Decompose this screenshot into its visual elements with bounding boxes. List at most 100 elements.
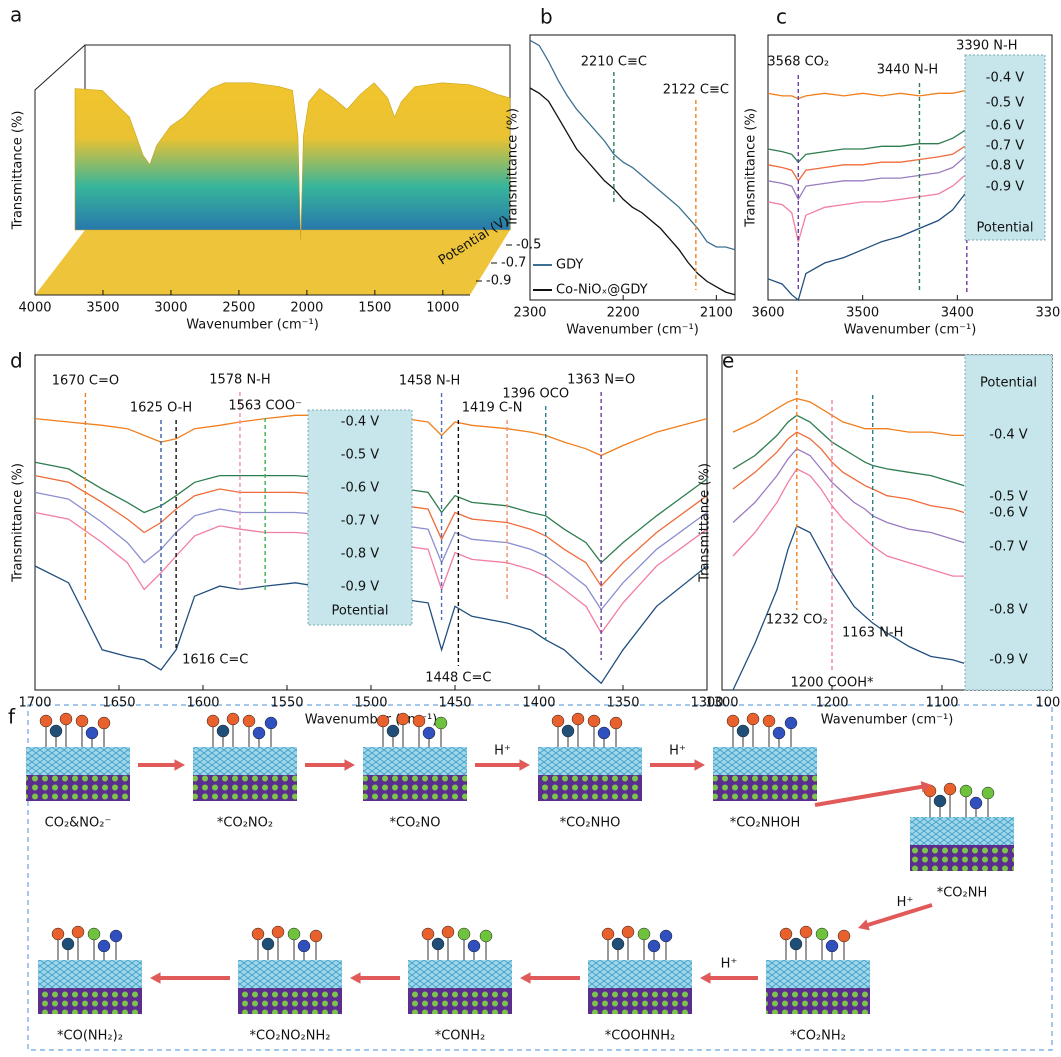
slab-surface xyxy=(766,960,870,988)
annotation-label: 1563 COO⁻ xyxy=(228,399,302,414)
x-tick-label: 1350 xyxy=(606,696,639,711)
slab-surface xyxy=(26,747,130,775)
slab-bulk xyxy=(408,988,512,1014)
step-label: *CO₂NH xyxy=(937,886,988,901)
atom xyxy=(621,925,635,939)
spectrum-line xyxy=(767,145,966,182)
atom xyxy=(51,927,65,941)
spectrum-line xyxy=(529,39,736,251)
atom xyxy=(789,937,803,951)
z-tick-label: -0.9 xyxy=(486,274,511,289)
z-tick-label: -0.7 xyxy=(501,256,526,271)
spectrum-line xyxy=(732,397,964,437)
panel-label: a xyxy=(10,3,22,27)
slab-bulk xyxy=(538,775,642,801)
x-tick-label: 2000 xyxy=(290,301,323,316)
atom xyxy=(49,724,63,738)
atom xyxy=(396,712,410,726)
reagent-label: H⁺ xyxy=(669,744,686,759)
atom xyxy=(746,712,760,726)
y-axis-label: Transmittance (%) xyxy=(744,108,759,228)
legend-box xyxy=(307,409,413,626)
arrow-head xyxy=(520,972,531,984)
arrow-head xyxy=(150,972,161,984)
x-tick-label: 1300 xyxy=(690,696,723,711)
atom xyxy=(252,726,266,740)
plot-frame xyxy=(34,354,708,691)
x-tick-label: 3600 xyxy=(751,306,784,321)
spectrum-line xyxy=(732,431,965,514)
atom xyxy=(434,716,448,730)
x-tick-label: 1200 xyxy=(815,696,848,711)
x-tick-label: 4000 xyxy=(18,301,51,316)
y-axis-label: Transmittance (%) xyxy=(698,463,713,583)
atom xyxy=(637,927,651,941)
step-label: *CO₂NO₂ xyxy=(217,816,273,831)
slab-surface xyxy=(38,960,142,988)
annotation-label: 1578 N-H xyxy=(209,373,270,388)
x-axis-label: Wavenumber (cm⁻¹) xyxy=(186,318,319,333)
atom xyxy=(216,724,230,738)
atom xyxy=(261,937,275,951)
x-tick-label: 1300 xyxy=(705,696,738,711)
annotation-label: 1232 CO₂ xyxy=(766,613,828,628)
spectrum-line xyxy=(529,87,736,296)
legend-entry: -0.6 V xyxy=(341,481,379,496)
atom xyxy=(422,726,436,740)
slab-bulk xyxy=(26,775,130,801)
atom xyxy=(933,794,947,808)
legend-entry: -0.6 V xyxy=(986,119,1024,134)
x-tick-label: 3500 xyxy=(846,306,879,321)
atom xyxy=(251,927,265,941)
spectrum-surface xyxy=(74,82,511,241)
x-tick-label: 1700 xyxy=(18,696,51,711)
slab-surface xyxy=(363,747,467,775)
atom xyxy=(109,929,123,943)
catalyst-slab xyxy=(713,712,817,801)
slab-surface xyxy=(538,747,642,775)
slab-bulk xyxy=(193,775,297,801)
catalyst-slab xyxy=(26,712,130,801)
atom xyxy=(762,714,776,728)
spectrum-line xyxy=(732,414,965,487)
panel-label: e xyxy=(722,349,734,373)
legend-title: Potential xyxy=(977,221,1034,236)
atom xyxy=(226,712,240,726)
atom xyxy=(59,712,73,726)
legend-entry: -0.9 V xyxy=(341,580,379,595)
step-label: CO₂&NO₂⁻ xyxy=(45,816,112,831)
legend-entry: -0.5 V xyxy=(986,96,1024,111)
legend-entry: -0.4 V xyxy=(989,428,1027,443)
x-axis-label: Wavenumber (cm⁻¹) xyxy=(844,323,977,338)
slab-bulk xyxy=(238,988,342,1014)
x-tick-label: 3400 xyxy=(941,306,974,321)
catalyst-slab xyxy=(538,712,642,801)
x-tick-label: 2500 xyxy=(222,301,255,316)
scheme-frame xyxy=(27,704,1053,1051)
atom xyxy=(376,714,390,728)
atom xyxy=(736,724,750,738)
atom xyxy=(611,937,625,951)
legend-entry: -0.8 V xyxy=(986,159,1024,174)
atom xyxy=(561,724,575,738)
spectrum-line xyxy=(767,129,966,164)
annotation-label: 1448 C=C xyxy=(425,671,491,686)
catalyst-slab xyxy=(766,925,870,1014)
x-tick-label: 2100 xyxy=(700,306,733,321)
slab-surface xyxy=(910,817,1014,845)
plot-frame xyxy=(767,34,1053,301)
arrow-head xyxy=(858,919,870,931)
annotation-label: 2122 C≡C xyxy=(663,83,729,98)
x-tick-label: 2200 xyxy=(607,306,640,321)
atom xyxy=(297,939,311,953)
annotation-label: 3390 N-H xyxy=(956,39,1017,54)
legend-entry: -0.7 V xyxy=(986,139,1024,154)
x-tick-label: 1500 xyxy=(358,301,391,316)
atom xyxy=(825,939,839,953)
annotation-label: 1616 C=C xyxy=(182,653,248,668)
arrow-head xyxy=(700,972,711,984)
reaction-arrow xyxy=(814,784,925,807)
atom xyxy=(287,927,301,941)
atom xyxy=(799,925,813,939)
atom xyxy=(39,714,53,728)
